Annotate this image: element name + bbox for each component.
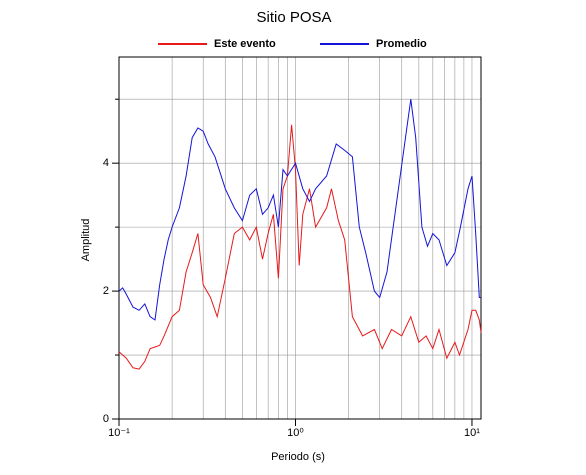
x-tick-label: 10¹ [464,427,480,439]
y-tick-label: 0 [103,413,109,425]
y-tick-label: 2 [103,285,109,297]
x-axis-label: Periodo (s) [271,451,325,463]
y-tick-label: 4 [103,157,109,169]
legend-label: Este evento [214,38,276,50]
x-tick-label: 10⁻¹ [108,427,130,439]
legend-label: Promedio [376,38,427,50]
data-line [118,124,482,370]
x-tick-label: 10⁰ [287,427,304,439]
chart-title: Sitio POSA [256,9,331,26]
data-line [118,99,481,321]
y-axis-label: Amplitud [80,219,92,262]
plot-frame [118,56,482,420]
